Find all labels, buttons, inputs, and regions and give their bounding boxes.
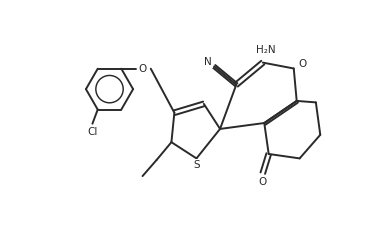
Text: O: O — [259, 177, 267, 187]
Text: O: O — [298, 59, 306, 69]
Text: Cl: Cl — [87, 127, 98, 137]
Text: S: S — [194, 160, 200, 170]
Text: H₂N: H₂N — [256, 45, 276, 55]
Text: O: O — [138, 64, 147, 74]
Text: N: N — [204, 57, 212, 67]
